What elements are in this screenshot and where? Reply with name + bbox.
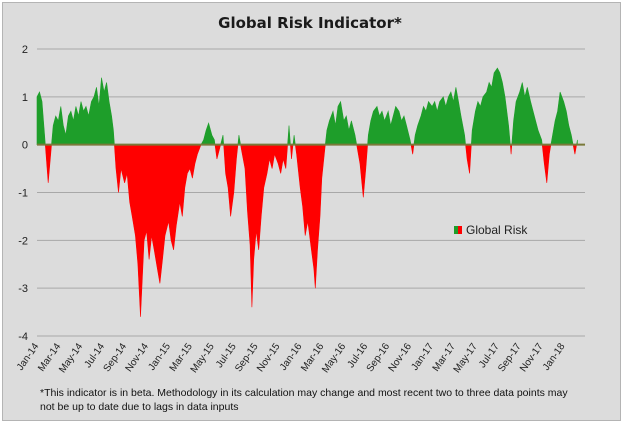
x-tick-label: Jan-18 (541, 341, 568, 373)
positive-area-18 (413, 87, 466, 145)
y-tick-label: -3 (18, 283, 28, 295)
legend-swatch-positive (454, 226, 458, 234)
y-tick-label: 0 (22, 140, 28, 152)
negative-area-23 (541, 144, 552, 183)
negative-area-11 (290, 144, 294, 160)
positive-area-14 (324, 100, 358, 145)
chart-title: Global Risk Indicator* (218, 14, 402, 32)
negative-area-25 (572, 144, 577, 155)
y-tick-label: 2 (22, 44, 28, 56)
positive-area-4 (200, 122, 216, 145)
positive-area-16 (367, 105, 412, 145)
x-tick-label: Nov-17 (518, 341, 546, 374)
negative-area-21 (509, 144, 513, 155)
x-tick-label: May-15 (189, 341, 217, 375)
x-tick-label: May-16 (320, 341, 348, 375)
x-tick-label: May-14 (57, 341, 85, 375)
positive-area-20 (470, 67, 511, 145)
y-tick-label: 1 (22, 92, 28, 104)
y-axis-tick-labels: 2 1 0 -1 -2 -3 -4 (18, 44, 28, 343)
y-tick-label: -2 (18, 235, 28, 247)
y-tick-label: -4 (18, 331, 28, 343)
positive-area-8 (237, 135, 241, 145)
negative-area-1 (44, 144, 52, 183)
x-tick-label: Nov-14 (124, 341, 152, 374)
negative-area-3 (114, 144, 202, 317)
positive-area-10 (287, 125, 291, 145)
negative-area-15 (356, 144, 368, 198)
negative-area-13 (294, 144, 326, 289)
x-tick-label: Nov-15 (255, 341, 283, 374)
positive-area-12 (292, 135, 296, 145)
negative-area-9 (240, 144, 288, 308)
positive-area-24 (550, 91, 574, 145)
footnote: *This indicator is in beta. Methodology … (40, 387, 568, 413)
positive-area-0 (36, 91, 46, 145)
legend-entry-global-risk: Global Risk (466, 223, 528, 237)
x-tick-label: Nov-16 (387, 341, 415, 374)
negative-area-7 (223, 144, 239, 217)
x-tick-label: May-17 (452, 341, 480, 375)
positive-area-6 (220, 135, 225, 145)
negative-area-19 (465, 144, 472, 174)
positive-area-2 (51, 77, 115, 145)
legend: Global Risk (454, 223, 528, 237)
legend-swatch-negative (458, 226, 462, 234)
negative-area-17 (410, 144, 415, 155)
x-axis-tick-labels: Jan-14Mar-14May-14Jul-14Sep-14Nov-14Jan-… (15, 341, 568, 375)
positive-area-22 (511, 82, 543, 145)
risk-area-series (36, 67, 585, 317)
y-tick-label: -1 (18, 188, 28, 200)
negative-area-5 (214, 144, 221, 160)
